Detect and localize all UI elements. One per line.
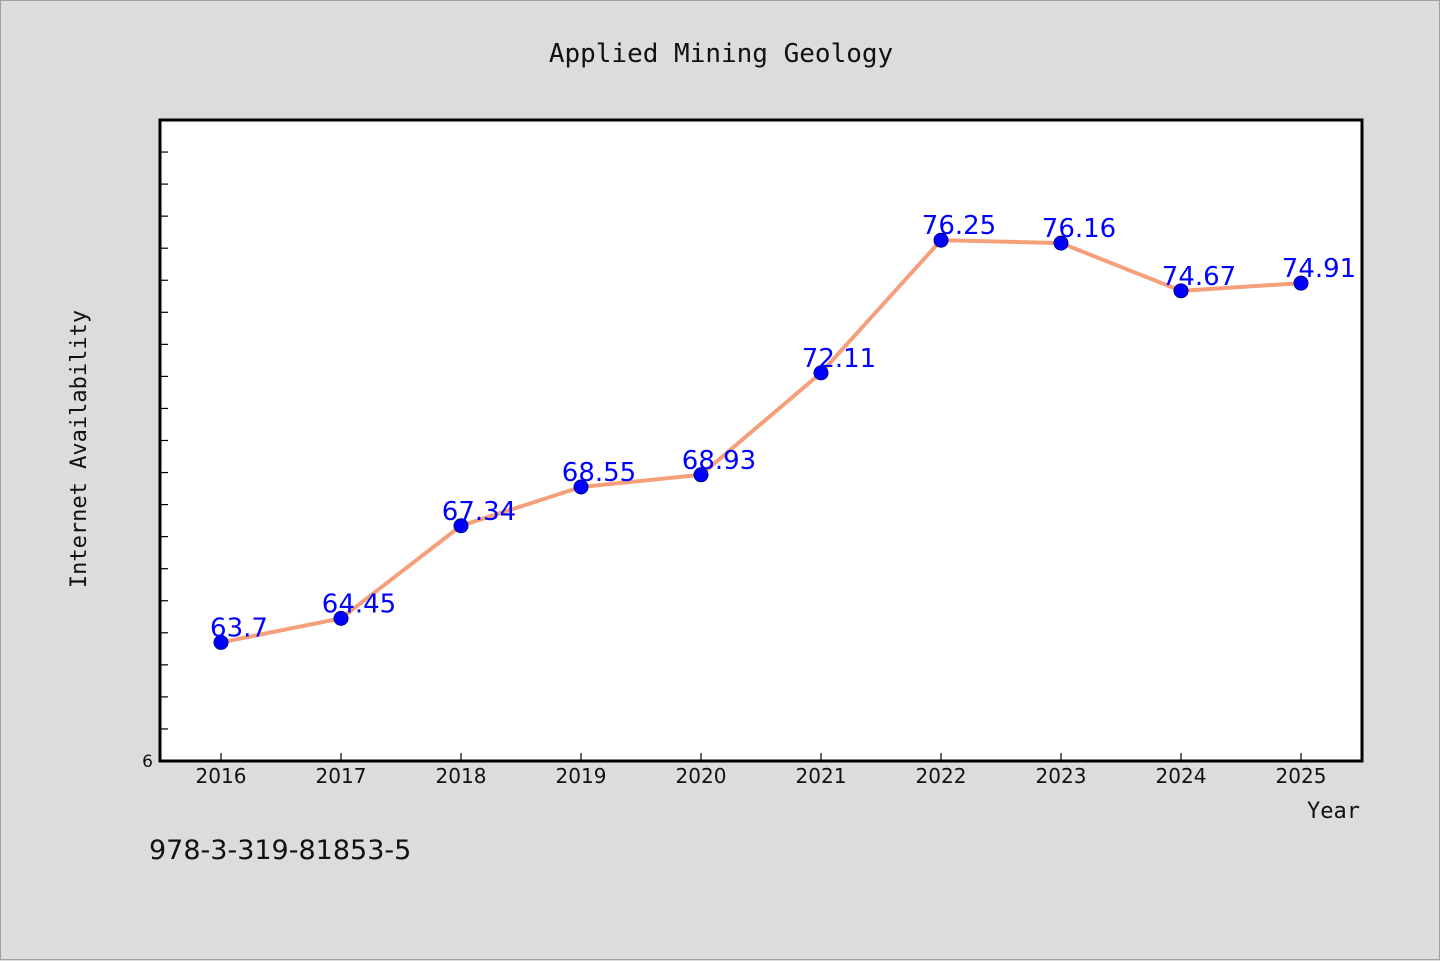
data-label: 76.16 (1042, 214, 1116, 244)
data-label: 74.67 (1162, 262, 1236, 292)
y-tick-label: 6 (142, 752, 153, 772)
series-layer: 63.7 64.45 67.34 68.55 68.93 72.11 76.25 76.16 7… (210, 211, 1356, 650)
data-point (813, 365, 829, 381)
data-point (933, 232, 949, 248)
x-axis-label: Year (1307, 799, 1360, 824)
x-tick-label: 2020 (676, 764, 727, 788)
x-tick-label: 2016 (196, 764, 247, 788)
data-label: 76.25 (922, 211, 996, 241)
data-label: 74.91 (1282, 254, 1356, 284)
data-label: 68.55 (562, 458, 636, 488)
data-label: 67.34 (442, 497, 516, 527)
data-point (573, 479, 589, 495)
data-point (693, 467, 709, 483)
chart-title: Applied Mining Geology (549, 39, 893, 69)
data-label: 68.93 (682, 446, 756, 476)
data-point (213, 634, 229, 650)
x-tick-label: 2023 (1036, 764, 1087, 788)
data-label: 64.45 (322, 589, 396, 619)
x-axis-ticks (220, 753, 1302, 761)
data-label: 63.7 (210, 613, 268, 643)
data-point (1053, 235, 1069, 251)
y-axis-label: Internet Availability (67, 310, 92, 588)
plot-area (158, 118, 1364, 763)
x-tick-label: 2017 (316, 764, 367, 788)
x-tick-label: 2025 (1276, 764, 1327, 788)
x-tick-label: 2021 (796, 764, 847, 788)
isbn-text: 978-3-319-81853-5 (149, 835, 412, 866)
y-axis-ticks (160, 151, 168, 730)
x-tick-label: 2018 (436, 764, 487, 788)
data-point (1293, 275, 1309, 291)
series-line (220, 238, 1302, 645)
x-tick-label: 2019 (556, 764, 607, 788)
data-label: 72.11 (802, 344, 876, 374)
data-point (453, 518, 469, 534)
data-point (333, 610, 349, 626)
x-tick-labels: 2016 2017 2018 2019 2020 2021 2022 2023 2024 2025 (196, 764, 1327, 788)
x-tick-label: 2024 (1156, 764, 1207, 788)
x-tick-label: 2022 (916, 764, 967, 788)
data-point (1173, 283, 1189, 299)
